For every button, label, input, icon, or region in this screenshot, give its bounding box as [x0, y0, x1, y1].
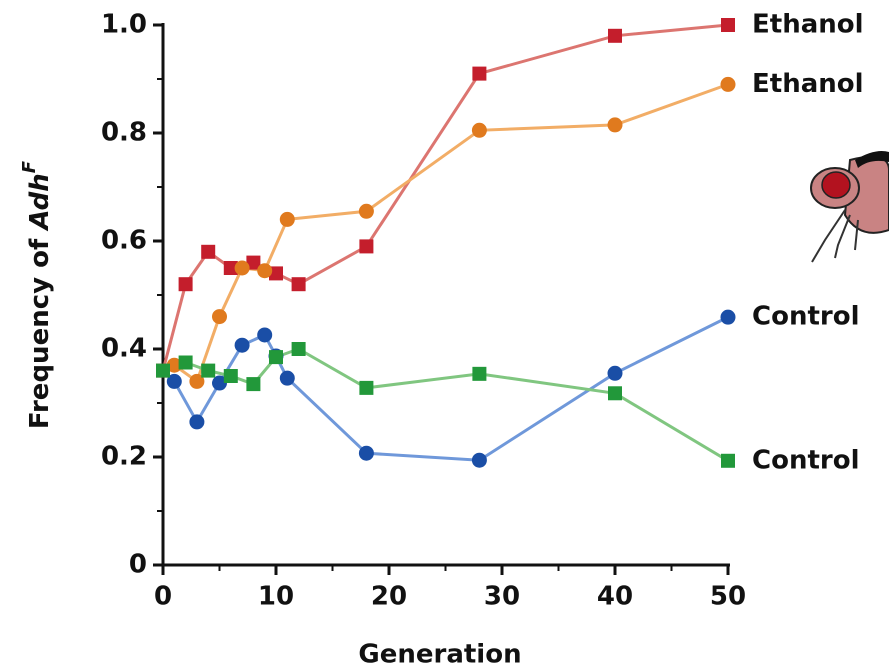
series-label: Control [752, 302, 859, 332]
series-line [162, 347, 729, 463]
series-label: Ethanol [752, 10, 864, 40]
marker [178, 355, 193, 370]
marker [472, 366, 487, 381]
x-tick-label: 10 [258, 582, 294, 612]
marker [201, 363, 216, 378]
marker [212, 375, 227, 391]
y-label-gene: Adh [25, 173, 55, 231]
marker [607, 117, 623, 133]
y-axis-label: Frequency of AdhF [19, 160, 55, 429]
y-label-text: Frequency of [25, 238, 55, 429]
marker [178, 277, 193, 292]
marker [291, 342, 306, 356]
marker [246, 255, 261, 270]
y-tick-label: 0 [129, 550, 147, 580]
marker [608, 386, 622, 401]
marker [189, 414, 205, 430]
x-tick-label: 0 [154, 582, 172, 612]
marker [223, 261, 238, 275]
marker [234, 337, 250, 353]
x-tick-label: 50 [710, 582, 746, 612]
marker [234, 260, 250, 276]
fly-illustration [810, 151, 889, 263]
marker [291, 277, 306, 292]
marker [720, 309, 736, 325]
marker [269, 350, 283, 365]
marker [269, 266, 283, 281]
marker [608, 28, 622, 43]
marker [201, 244, 216, 259]
marker [212, 309, 227, 325]
marker [257, 327, 273, 343]
marker [359, 380, 374, 395]
marker [359, 239, 374, 254]
x-tick-label: 40 [597, 582, 633, 612]
marker [279, 370, 295, 386]
series-line [173, 82, 729, 384]
marker [472, 66, 487, 81]
x-tick-label: 30 [484, 582, 520, 612]
marker [279, 211, 295, 227]
series-label: Control [752, 445, 859, 475]
y-tick-label: 0.2 [101, 442, 147, 472]
marker [721, 453, 735, 468]
y-tick-label: 1.0 [101, 10, 147, 40]
marker [223, 369, 238, 383]
marker [607, 365, 623, 381]
marker [257, 263, 273, 279]
x-tick-label: 20 [371, 582, 407, 612]
x-axis-label: Generation [358, 640, 521, 670]
marker [721, 18, 735, 32]
series-line [161, 23, 729, 371]
marker [166, 373, 182, 389]
marker [358, 203, 374, 219]
marker [471, 452, 487, 468]
marker [358, 445, 374, 461]
y-tick-label: 0.6 [101, 226, 147, 256]
marker [246, 377, 261, 392]
marker [720, 76, 736, 92]
y-tick-label: 0.4 [101, 334, 147, 364]
marker [166, 357, 182, 373]
marker [156, 363, 170, 378]
marker [471, 122, 487, 138]
marker [189, 373, 205, 389]
series-label: Ethanol [752, 69, 864, 99]
y-tick-label: 0.8 [101, 118, 147, 148]
y-label-sup: F [19, 160, 40, 173]
